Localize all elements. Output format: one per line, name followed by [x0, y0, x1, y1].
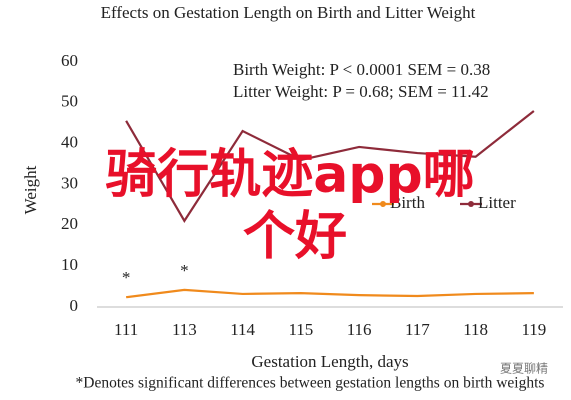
annotation: Litter Weight: P = 0.68; SEM = 11.42 — [233, 82, 489, 101]
y-tick-label: 10 — [61, 255, 78, 274]
x-tick-label: 115 — [288, 320, 313, 339]
footnote: *Denotes significant differences between… — [76, 375, 545, 392]
legend-label: Birth — [390, 193, 425, 212]
overlay-text: 骑行轨迹app哪 — [105, 145, 475, 205]
x-tick-label: 113 — [172, 320, 197, 339]
x-tick-label: 114 — [230, 320, 255, 339]
x-axis-label: Gestation Length, days — [251, 352, 408, 371]
legend-label: Litter — [478, 193, 516, 212]
y-tick-label: 50 — [61, 92, 78, 111]
annotation: Birth Weight: P < 0.0001 SEM = 0.38 — [233, 60, 490, 79]
data-line — [125, 110, 535, 223]
x-tick-label: 111 — [114, 320, 138, 339]
y-tick-label: 0 — [70, 296, 79, 315]
watermark: 夏夏聊精 — [500, 362, 548, 376]
chart-title: Effects on Gestation Length on Birth and… — [101, 3, 476, 22]
y-tick-label: 60 — [61, 51, 78, 70]
x-tick-label: 118 — [463, 320, 488, 339]
significance-label: * — [180, 261, 189, 280]
x-tick-label: 119 — [521, 320, 546, 339]
y-tick-label: 40 — [61, 133, 78, 152]
legend-marker — [380, 201, 386, 207]
data-line — [125, 288, 534, 299]
y-tick-label: 30 — [61, 173, 78, 192]
legend-marker — [468, 201, 474, 207]
significance-label: * — [122, 268, 131, 287]
x-tick-label: 117 — [405, 320, 430, 339]
y-axis-label: Weight — [21, 165, 40, 214]
x-tick-label: 116 — [347, 320, 372, 339]
y-tick-label: 20 — [61, 214, 78, 233]
overlay-text: 个好 — [243, 207, 347, 267]
